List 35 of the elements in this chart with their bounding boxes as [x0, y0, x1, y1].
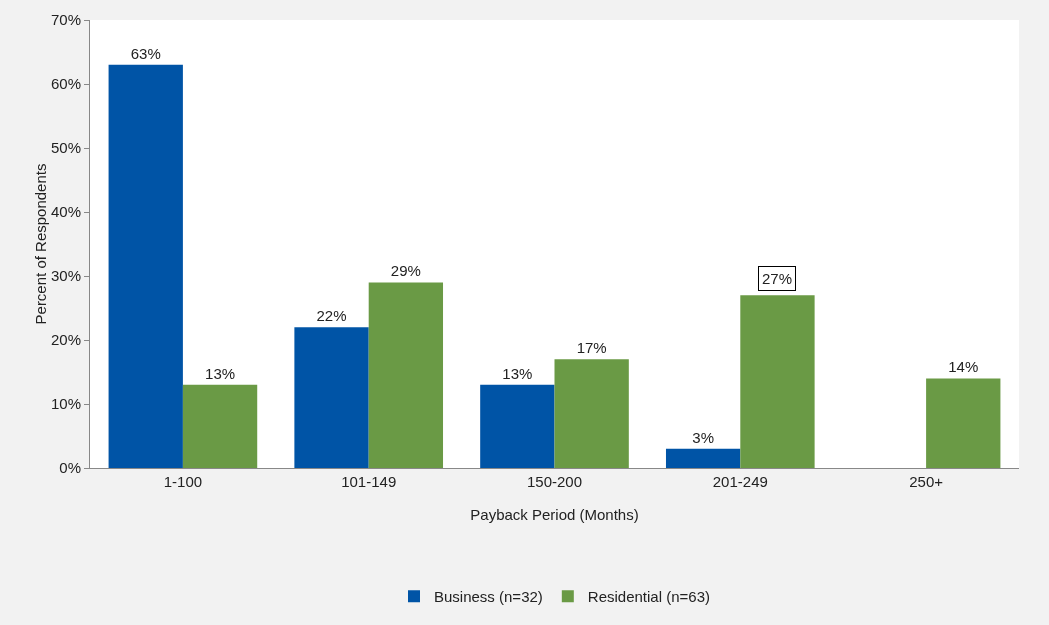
x-tick-label: 101-149	[341, 473, 397, 490]
bar	[368, 282, 444, 468]
bar	[294, 327, 369, 468]
bar	[740, 295, 815, 468]
y-axis-title: Percent of Respondents	[31, 163, 49, 325]
data-label: 13%	[205, 364, 236, 382]
data-label: 29%	[390, 262, 421, 280]
y-tick-label: 30%	[50, 267, 81, 285]
data-label: 3%	[692, 428, 714, 446]
legend-label: Residential (n=63)	[587, 588, 710, 606]
y-tick-label: 60%	[50, 75, 81, 93]
x-axis-title: Payback Period (Months)	[470, 506, 639, 523]
bar	[108, 64, 183, 468]
data-label: 14%	[948, 358, 979, 376]
data-label: 17%	[576, 339, 607, 357]
x-tick-label: 201-249	[712, 473, 768, 490]
y-tick-label: 50%	[50, 139, 81, 157]
y-tick-label: 70%	[50, 11, 81, 29]
bar	[926, 378, 1001, 468]
x-tick-label: 250+	[909, 473, 944, 490]
data-label: 63%	[130, 44, 161, 62]
y-tick-label: 0%	[59, 459, 81, 477]
data-label: 22%	[316, 307, 347, 325]
data-label: 13%	[502, 364, 533, 382]
x-tick-label: 1-100	[163, 473, 203, 490]
y-tick-label: 10%	[50, 395, 81, 413]
legend-label: Business (n=32)	[434, 588, 543, 606]
annotation: 27%	[762, 270, 793, 287]
y-tick-label: 20%	[50, 331, 81, 349]
x-tick-label: 150-200	[526, 473, 583, 490]
bar	[182, 384, 258, 468]
y-tick-label: 40%	[50, 203, 81, 221]
bar	[665, 448, 741, 468]
bar	[480, 384, 555, 468]
bar	[554, 359, 629, 468]
